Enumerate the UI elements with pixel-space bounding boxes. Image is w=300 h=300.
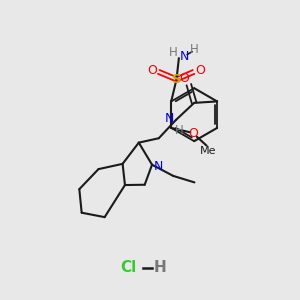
Text: Me: Me — [200, 146, 217, 156]
Text: Cl: Cl — [120, 260, 136, 275]
Text: H: H — [190, 44, 199, 56]
Text: H: H — [169, 46, 178, 59]
Text: N: N — [165, 112, 174, 125]
Text: O: O — [147, 64, 157, 77]
Text: N: N — [179, 50, 189, 63]
Text: S: S — [172, 73, 181, 86]
Text: O: O — [179, 72, 189, 85]
Text: N: N — [154, 160, 163, 173]
Text: O: O — [188, 127, 198, 140]
Text: O: O — [195, 64, 205, 77]
Text: H: H — [175, 124, 184, 137]
Text: H: H — [154, 260, 167, 275]
